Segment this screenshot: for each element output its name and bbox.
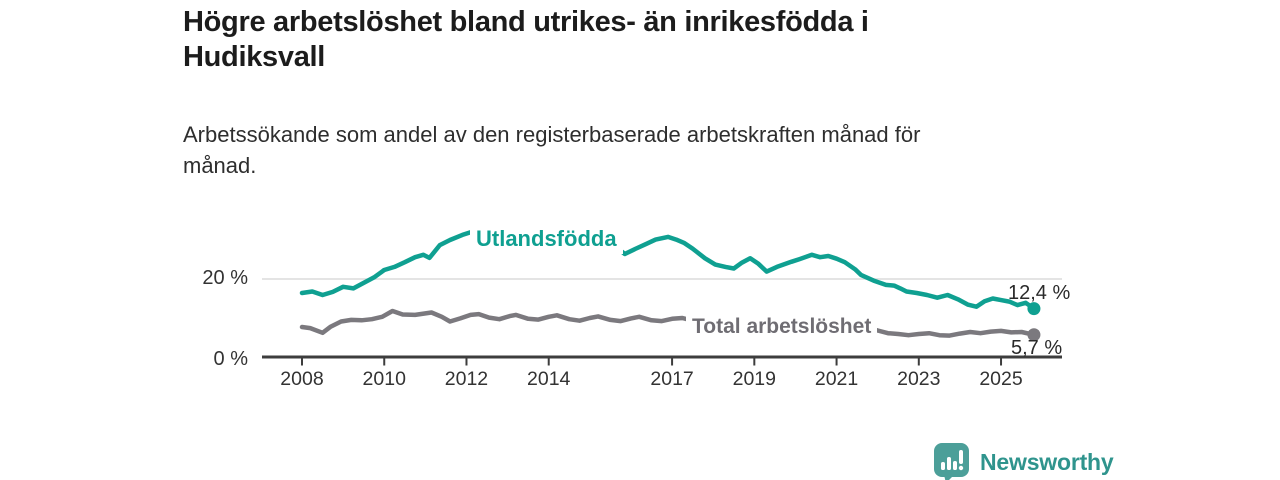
series-label-utlandsfodda: Utlandsfödda bbox=[470, 224, 623, 254]
series-line-total bbox=[299, 308, 1037, 338]
title-line-1: Högre arbetslöshet bland utrikes- än inr… bbox=[183, 6, 869, 38]
title-line-2: Hudiksvall bbox=[183, 41, 326, 73]
newsworthy-wordmark: Newsworthy bbox=[980, 449, 1114, 475]
series-line-utlandsfodda bbox=[299, 229, 1037, 311]
subtitle-line-2: månad. bbox=[183, 153, 257, 178]
x-axis-label-2014: 2014 bbox=[527, 368, 571, 390]
series-end-dot-total bbox=[1027, 328, 1041, 342]
end-value-total: 5,7 % bbox=[1011, 337, 1063, 359]
newsworthy-logo: Newsworthy bbox=[933, 442, 1114, 480]
series-label-total-arbetsloshet: Total arbetslöshet bbox=[686, 313, 878, 341]
x-axis-label-2025: 2025 bbox=[979, 368, 1023, 390]
x-axis-label-2019: 2019 bbox=[732, 368, 776, 390]
newsworthy-chart-bubble-icon bbox=[934, 443, 969, 480]
chart-subtitle: Arbetssökande som andel av den registerb… bbox=[183, 119, 920, 181]
x-axis-label-2023: 2023 bbox=[897, 368, 941, 390]
x-axis-label-2008: 2008 bbox=[280, 368, 324, 390]
page-title: Högre arbetslöshet bland utrikes- än inr… bbox=[183, 5, 869, 75]
y-axis-label-20: 20 % bbox=[202, 267, 248, 289]
x-axis-label-2010: 2010 bbox=[362, 368, 406, 390]
series-end-dot-utlandsfodda bbox=[1027, 302, 1041, 316]
y-axis-label-0: 0 % bbox=[213, 348, 248, 370]
x-axis-label-2021: 2021 bbox=[814, 368, 859, 390]
subtitle-line-1: Arbetssökande som andel av den registerb… bbox=[183, 122, 921, 147]
end-value-utlandsfodda: 12,4 % bbox=[1008, 282, 1071, 304]
x-axis-label-2017: 2017 bbox=[650, 368, 694, 390]
x-axis-label-2012: 2012 bbox=[444, 368, 489, 390]
